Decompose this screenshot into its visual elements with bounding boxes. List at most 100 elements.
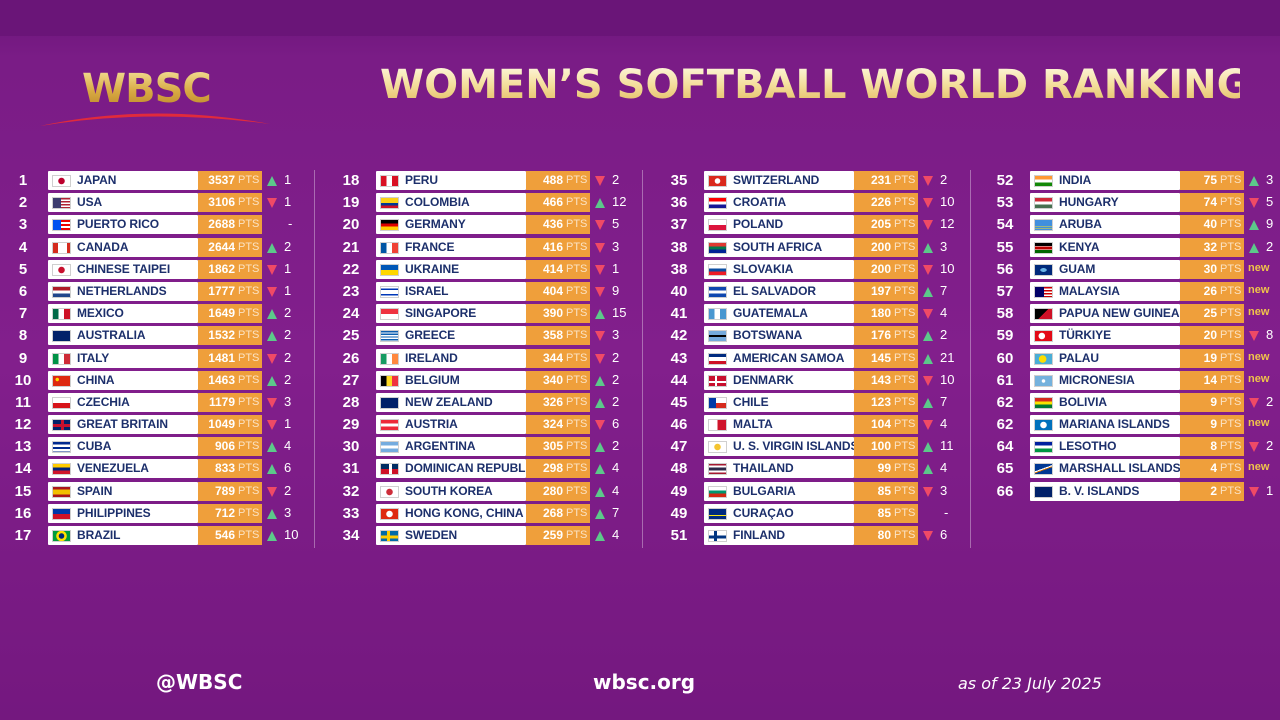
rank-change: 7 [920,394,964,412]
points-cell: 1179 PTS [198,392,262,412]
ranking-row: 32 SOUTH KOREA 280 PTS 4 [334,481,634,503]
footer-website[interactable]: wbsc.org [593,670,696,694]
ranking-row: 20 GERMANY 436 PTS 5 [334,214,634,236]
country-cell: BULGARIA [704,481,854,501]
cn-flag-icon [52,374,71,387]
rank-change: 2 [264,327,308,345]
rank-change: 10 [920,372,964,390]
footer-handle[interactable]: @WBSC [156,670,243,694]
country-cell: PAPUA NEW GUINEA [1030,304,1180,324]
country-cell: PERU [376,171,526,190]
rank-change: 2 [592,172,636,190]
ua-flag-icon [380,263,399,276]
rank-change-value: 2 [612,393,620,409]
rank-number: 34 [342,527,360,544]
points-value: 143 [870,372,891,387]
rank-number: 38 [670,238,688,256]
points-cell: 200 PTS [854,259,918,279]
rank-number: 46 [670,416,688,434]
rank-change: 12 [920,216,964,234]
points-value: 205 [870,217,891,232]
points-value: 2 [1210,483,1217,498]
rank-change-value: 2 [284,482,292,498]
points-cell: 546 PTS [198,526,262,545]
ranking-row: 38 SOUTH AFRICA 200 PTS 3 [662,237,962,259]
country-name: SOUTH KOREA [405,483,493,498]
points-value: 324 [542,417,563,432]
triangle-down-icon [267,198,277,209]
points-unit: PTS [894,462,916,475]
country-cell: ITALY [48,348,198,368]
as-flag-icon [708,352,727,365]
country-name: MALAYSIA [1059,283,1120,298]
country-name: AUSTRALIA [77,328,146,343]
rank-change: - [264,216,308,234]
rank-number: 60 [996,349,1014,367]
rank-change: 2 [264,239,308,257]
rank-change-value: 6 [940,527,948,542]
triangle-down-icon [923,264,933,275]
triangle-down-icon [923,220,933,231]
rank-number: 23 [342,282,360,300]
country-name: ITALY [77,350,110,365]
points-cell: 32 PTS [1180,237,1244,257]
ranking-row: 18 PERU 488 PTS 2 [334,170,634,192]
points-cell: 8 PTS [1180,437,1244,457]
country-cell: TÜRKIYE [1030,326,1180,346]
rank-number: 32 [342,482,360,500]
rank-change-value: 1 [284,194,292,210]
rank-change: 2 [592,350,636,368]
points-value: 344 [542,350,563,365]
points-cell: 1862 PTS [198,259,262,279]
rank-change: new [1246,372,1280,390]
triangle-down-icon [595,242,605,253]
ranking-row: 59 TÜRKIYE 20 PTS 8 [988,325,1280,347]
points-value: 1862 [208,261,235,276]
points-unit: PTS [238,506,260,519]
ar-flag-icon [380,441,399,454]
ranking-row: 15 SPAIN 789 PTS 2 [6,481,306,503]
rank-change-value: 4 [940,416,948,432]
ranking-row: 21 FRANCE 416 PTS 3 [334,237,634,259]
country-name: MARSHALL ISLANDS [1059,461,1180,476]
country-cell: SWITZERLAND [704,171,854,190]
dk-flag-icon [708,374,727,387]
points-value: 200 [870,239,891,254]
logo-text: WBSC [82,66,212,112]
rank-number: 36 [670,194,688,212]
points-cell: 26 PTS [1180,281,1244,301]
rank-change-value: 2 [1266,438,1274,454]
points-unit: PTS [238,462,260,475]
rank-change-value: 1 [1266,482,1274,498]
points-value: 436 [542,217,563,232]
rank-change: 3 [264,394,308,412]
ranking-row: 14 VENEZUELA 833 PTS 6 [6,458,306,480]
points-value: 259 [542,528,563,542]
points-cell: 1532 PTS [198,326,262,346]
gb-flag-icon [52,419,71,432]
points-unit: PTS [1220,484,1242,497]
country-name: FRANCE [405,239,455,254]
points-unit: PTS [566,174,588,186]
rank-change: 2 [1246,438,1280,456]
de-flag-icon [380,219,399,232]
points-unit: PTS [238,418,260,431]
points-value: 26 [1203,283,1217,298]
country-name: BELGIUM [405,372,460,387]
ranking-row: 57 MALAYSIA 26 PTS new [988,281,1280,303]
triangle-up-icon [923,353,933,364]
points-unit: PTS [1220,240,1242,253]
ranking-row: 46 MALTA 104 PTS 4 [662,414,962,436]
points-cell: 404 PTS [526,281,590,301]
ranking-row: 6 NETHERLANDS 1777 PTS 1 [6,281,306,303]
rank-change-value: 3 [940,238,948,254]
rank-change: 10 [920,194,964,212]
triangle-down-icon [923,176,933,186]
rank-number: 3 [18,216,28,234]
points-value: 180 [870,306,891,321]
country-cell: SPAIN [48,481,198,501]
bw-flag-icon [708,330,727,343]
triangle-down-icon [1249,486,1259,497]
points-value: 200 [870,261,891,276]
triangle-down-icon [267,353,277,364]
